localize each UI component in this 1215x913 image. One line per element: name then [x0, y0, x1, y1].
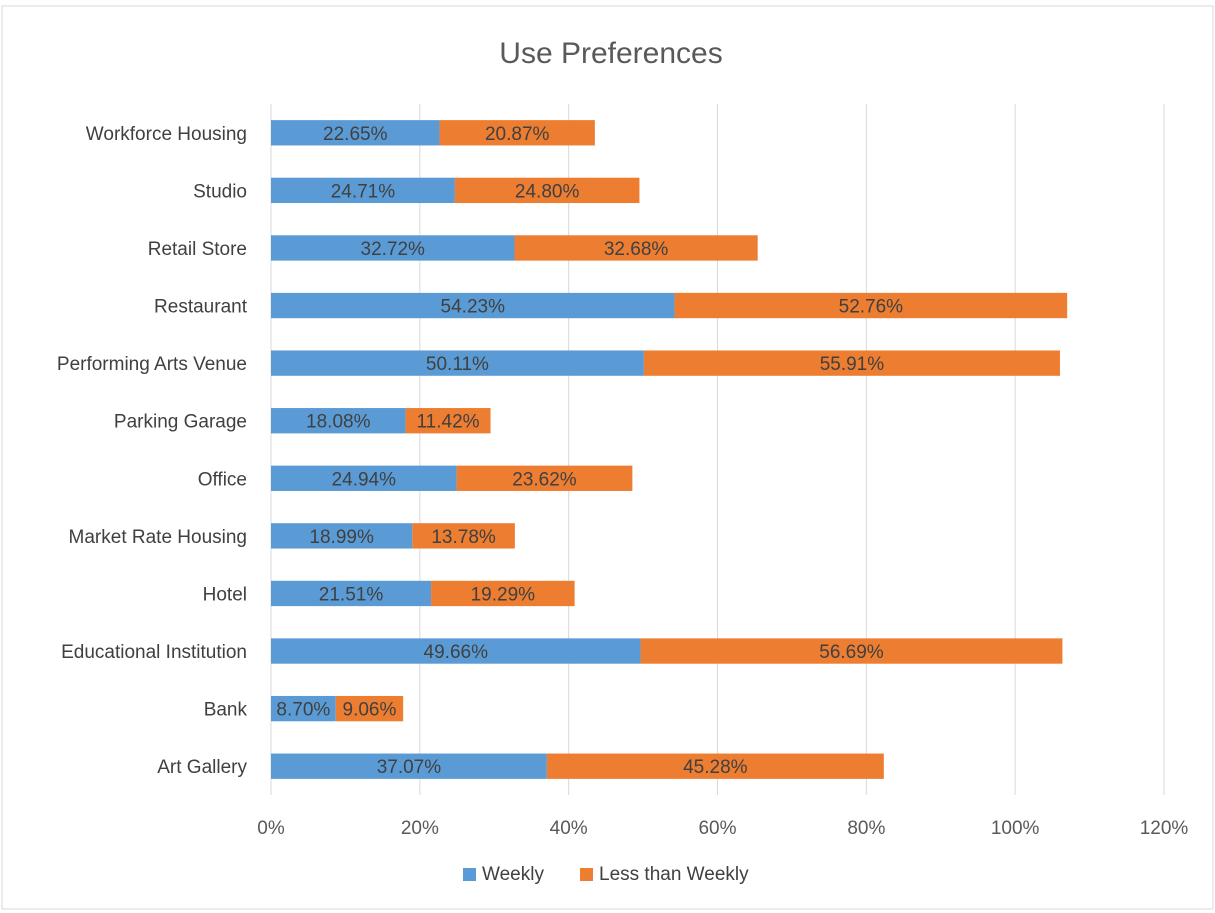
bar-weekly — [271, 753, 547, 779]
legend-swatch-weekly — [463, 868, 476, 881]
bar-data-label: 8.70% — [276, 700, 330, 721]
bar-data-label: 23.62% — [512, 469, 577, 490]
bar-less-than-weekly — [674, 292, 1068, 319]
category-label: Studio — [193, 181, 247, 202]
bar-data-label: 56.69% — [819, 642, 884, 663]
bar-less-than-weekly — [439, 120, 595, 146]
bar-data-label: 50.11% — [426, 354, 489, 375]
legend-swatch-less-than-weekly — [580, 868, 593, 881]
category-label: Educational Institution — [61, 642, 247, 663]
bar-data-label: 32.72% — [361, 239, 426, 260]
category-label: Bank — [204, 700, 248, 721]
bar-less-than-weekly — [335, 695, 404, 722]
legend: Weekly Less than Weekly — [463, 864, 749, 885]
bar-data-label: 13.78% — [431, 527, 496, 548]
bar-data-label: 19.29% — [471, 584, 536, 605]
category-label: Workforce Housing — [86, 124, 247, 145]
x-tick-label: 120% — [1140, 818, 1189, 839]
bar-data-label: 24.71% — [331, 181, 396, 202]
category-label: Restaurant — [154, 297, 248, 318]
bar-data-label: 21.51% — [319, 584, 384, 605]
legend-label-weekly: Weekly — [482, 864, 544, 885]
bar-weekly — [271, 638, 641, 664]
bar-weekly — [271, 350, 644, 376]
bar-data-label: 9.06% — [343, 700, 397, 721]
bar-data-label: 22.65% — [323, 124, 388, 145]
chart-title: Use Preferences — [499, 37, 722, 70]
category-label: Art Gallery — [157, 757, 247, 778]
x-tick-label: 20% — [401, 818, 439, 839]
x-tick-label: 80% — [847, 818, 885, 839]
bar-weekly — [271, 580, 432, 607]
bar-data-label: 52.76% — [839, 297, 904, 318]
bar-weekly — [271, 235, 515, 261]
bar-data-label: 49.66% — [424, 642, 489, 663]
bar-less-than-weekly — [405, 408, 491, 434]
bar-less-than-weekly — [514, 235, 758, 261]
bar-data-label: 32.68% — [604, 239, 669, 260]
bar-less-than-weekly — [431, 580, 575, 607]
category-label: Performing Arts Venue — [57, 354, 247, 375]
bar-weekly — [271, 695, 336, 722]
bar-data-label: 54.23% — [441, 297, 506, 318]
bar-data-label: 55.91% — [820, 354, 885, 375]
bar-less-than-weekly — [456, 465, 633, 491]
x-tick-label: 60% — [698, 818, 736, 839]
category-label: Market Rate Housing — [69, 527, 247, 548]
category-labels: Workforce Housing Studio Retail Store Resta… — [57, 124, 248, 778]
bar-less-than-weekly — [412, 523, 515, 549]
x-tick-label: 40% — [550, 818, 588, 839]
category-label: Office — [198, 469, 247, 490]
bar-weekly — [271, 177, 455, 204]
bar-weekly — [271, 523, 413, 549]
bar-data-label: 11.42% — [417, 412, 480, 433]
bar-weekly — [271, 120, 440, 146]
category-label: Hotel — [203, 584, 247, 605]
x-tick-label: 0% — [257, 818, 285, 839]
category-label: Retail Store — [148, 239, 247, 260]
x-tick-label: 100% — [991, 818, 1040, 839]
x-tick-labels: 0% 20% 40% 60% 80% 100% 120% — [257, 818, 1188, 839]
bar-weekly — [271, 465, 457, 491]
bar-less-than-weekly — [643, 350, 1060, 376]
bars — [271, 120, 1068, 779]
grid-lines — [270, 104, 1165, 795]
bar-less-than-weekly — [640, 638, 1063, 664]
bar-less-than-weekly — [546, 753, 884, 779]
bar-weekly — [271, 292, 675, 319]
legend-label-less-than-weekly: Less than Weekly — [599, 864, 749, 885]
bar-data-label: 24.94% — [332, 469, 397, 490]
bar-data-label: 24.80% — [515, 181, 580, 202]
bar-data-label: 18.99% — [309, 527, 374, 548]
bar-data-label: 45.28% — [683, 757, 748, 778]
category-label: Parking Garage — [114, 412, 247, 433]
bar-data-label: 18.08% — [306, 412, 371, 433]
bar-weekly — [271, 408, 406, 434]
bar-data-label: 37.07% — [377, 757, 442, 778]
bar-less-than-weekly — [454, 177, 640, 204]
bar-data-label: 20.87% — [485, 124, 550, 145]
bar-labels: 22.65% 20.87% 24.71% 24.80% 32.72% 32.68% 54.2… — [276, 124, 903, 778]
